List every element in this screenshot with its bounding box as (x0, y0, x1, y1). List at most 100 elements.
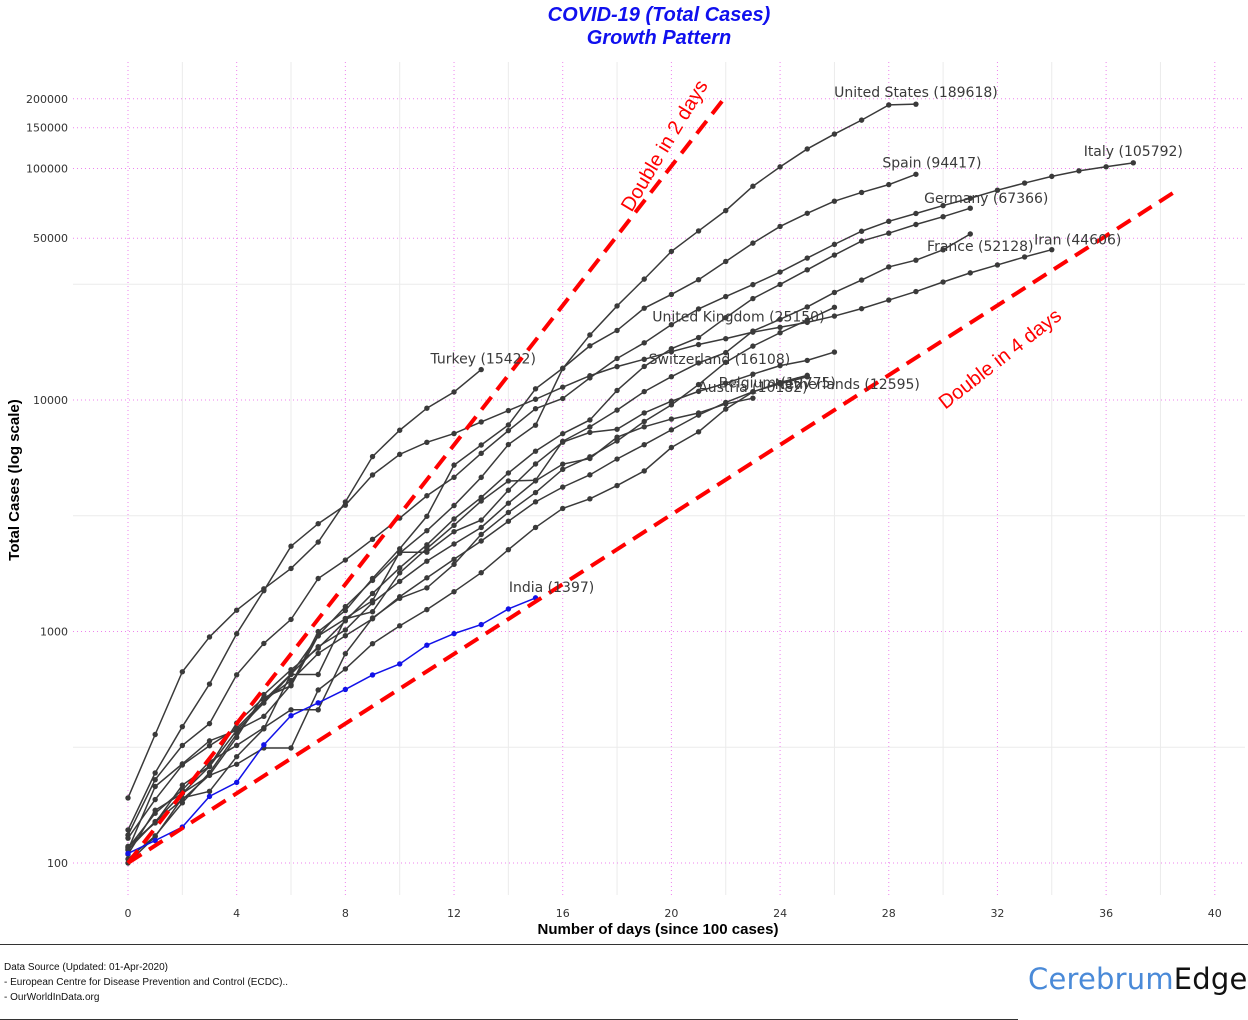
series-line-switzerland (127, 351, 835, 851)
data-point-spain (451, 462, 457, 468)
data-point-netherlands (804, 374, 810, 380)
data-point-netherlands (750, 388, 756, 395)
series-label-spain: Spain (94417) (882, 155, 981, 171)
data-point-spain (668, 291, 675, 298)
data-point-belgium (342, 666, 349, 672)
data-point-united-states (913, 101, 919, 107)
data-point-turkey (233, 607, 240, 613)
x-tick-label: 20 (664, 907, 678, 920)
data-point-belgium (397, 623, 403, 629)
data-point-italy (451, 474, 457, 480)
y-tick-label: 100000 (26, 163, 68, 176)
data-point-spain (560, 365, 566, 371)
x-tick-label: 24 (773, 907, 787, 920)
data-point-italy (342, 557, 349, 563)
logo-part-cerebrum: Cerebrum (1028, 962, 1174, 996)
x-axis-title: Number of days (since 100 cases) (538, 921, 779, 938)
data-point-iran (750, 329, 756, 335)
data-point-netherlands (478, 538, 484, 544)
data-point-india (369, 672, 376, 678)
data-point-italy (505, 427, 512, 434)
series-line-italy (127, 162, 1134, 836)
data-point-switzerland (587, 429, 593, 436)
data-point-united-kingdom (233, 742, 240, 749)
x-tick-label: 40 (1208, 907, 1222, 920)
data-point-belgium (560, 505, 566, 512)
data-point-belgium (424, 606, 430, 613)
data-point-united-states (831, 131, 838, 137)
data-point-united-states (886, 102, 892, 108)
data-point-switzerland (777, 362, 783, 369)
data-point-italy (532, 405, 539, 412)
data-point-austria (668, 416, 675, 422)
data-point-austria (451, 541, 457, 547)
footer-source-line: Data Source (Updated: 01-Apr-2020) (4, 962, 168, 973)
y-tick-label: 1000 (40, 626, 68, 639)
data-point-united-kingdom (451, 561, 457, 568)
data-point-spain (723, 258, 729, 265)
data-point-germany (152, 819, 158, 825)
data-point-united-states (587, 332, 593, 338)
data-point-france (641, 388, 647, 395)
data-point-united-states (179, 782, 186, 788)
x-tick-label: 32 (990, 907, 1004, 920)
data-point-switzerland (614, 426, 620, 432)
data-point-austria (342, 627, 349, 633)
data-point-united-kingdom (804, 317, 810, 323)
data-point-turkey (451, 389, 457, 395)
data-point-spain (777, 223, 783, 230)
data-point-germany (369, 590, 376, 597)
data-point-spain (641, 305, 647, 311)
data-point-united-states (750, 183, 756, 189)
data-point-france (804, 304, 810, 310)
data-point-india (424, 642, 430, 648)
data-point-united-states (532, 422, 539, 428)
data-point-iran (505, 407, 512, 414)
data-point-italy (424, 493, 430, 499)
data-point-netherlands (641, 441, 647, 448)
data-point-austria (750, 395, 756, 401)
data-point-united-kingdom (723, 359, 729, 366)
series-line-india (127, 597, 536, 855)
data-point-belgium (369, 640, 376, 647)
data-point-italy (261, 640, 267, 647)
data-point-united-kingdom (342, 650, 349, 657)
data-point-spain (288, 682, 294, 688)
data-point-italy (206, 720, 213, 727)
series-label-italy: Italy (105792) (1084, 144, 1183, 160)
data-point-italy (1049, 173, 1055, 180)
data-point-iran (369, 472, 376, 478)
data-point-austria (587, 455, 593, 462)
data-point-iran (940, 279, 946, 285)
data-point-netherlands (777, 381, 783, 387)
data-point-italy (750, 281, 756, 288)
logo-part-edge: Edge (1173, 962, 1248, 996)
data-point-iran (532, 396, 539, 402)
data-point-netherlands (288, 677, 294, 684)
y-tick-label: 100 (47, 857, 68, 870)
data-point-spain (913, 171, 919, 177)
data-point-germany (424, 542, 430, 548)
data-point-iran (125, 827, 131, 833)
data-point-netherlands (451, 556, 457, 562)
series-line-germany (127, 207, 971, 848)
data-point-spain (369, 575, 376, 582)
data-point-united-states (614, 303, 620, 309)
data-point-spain (886, 181, 892, 188)
data-point-italy (1076, 168, 1082, 174)
data-point-spain (424, 513, 430, 519)
data-point-italy (233, 672, 240, 678)
data-point-switzerland (478, 517, 484, 523)
data-point-netherlands (668, 427, 675, 433)
data-point-italy (1103, 164, 1109, 170)
data-point-france (478, 498, 484, 504)
series-label-turkey: Turkey (15422) (429, 352, 535, 368)
data-point-switzerland (532, 461, 539, 467)
series-label-india: India (1397) (509, 580, 594, 596)
data-point-netherlands (369, 616, 376, 622)
data-point-france (206, 788, 213, 795)
data-point-austria (206, 769, 213, 776)
data-point-united-kingdom (560, 466, 566, 473)
data-point-germany (695, 334, 702, 341)
data-point-iran (424, 439, 430, 445)
